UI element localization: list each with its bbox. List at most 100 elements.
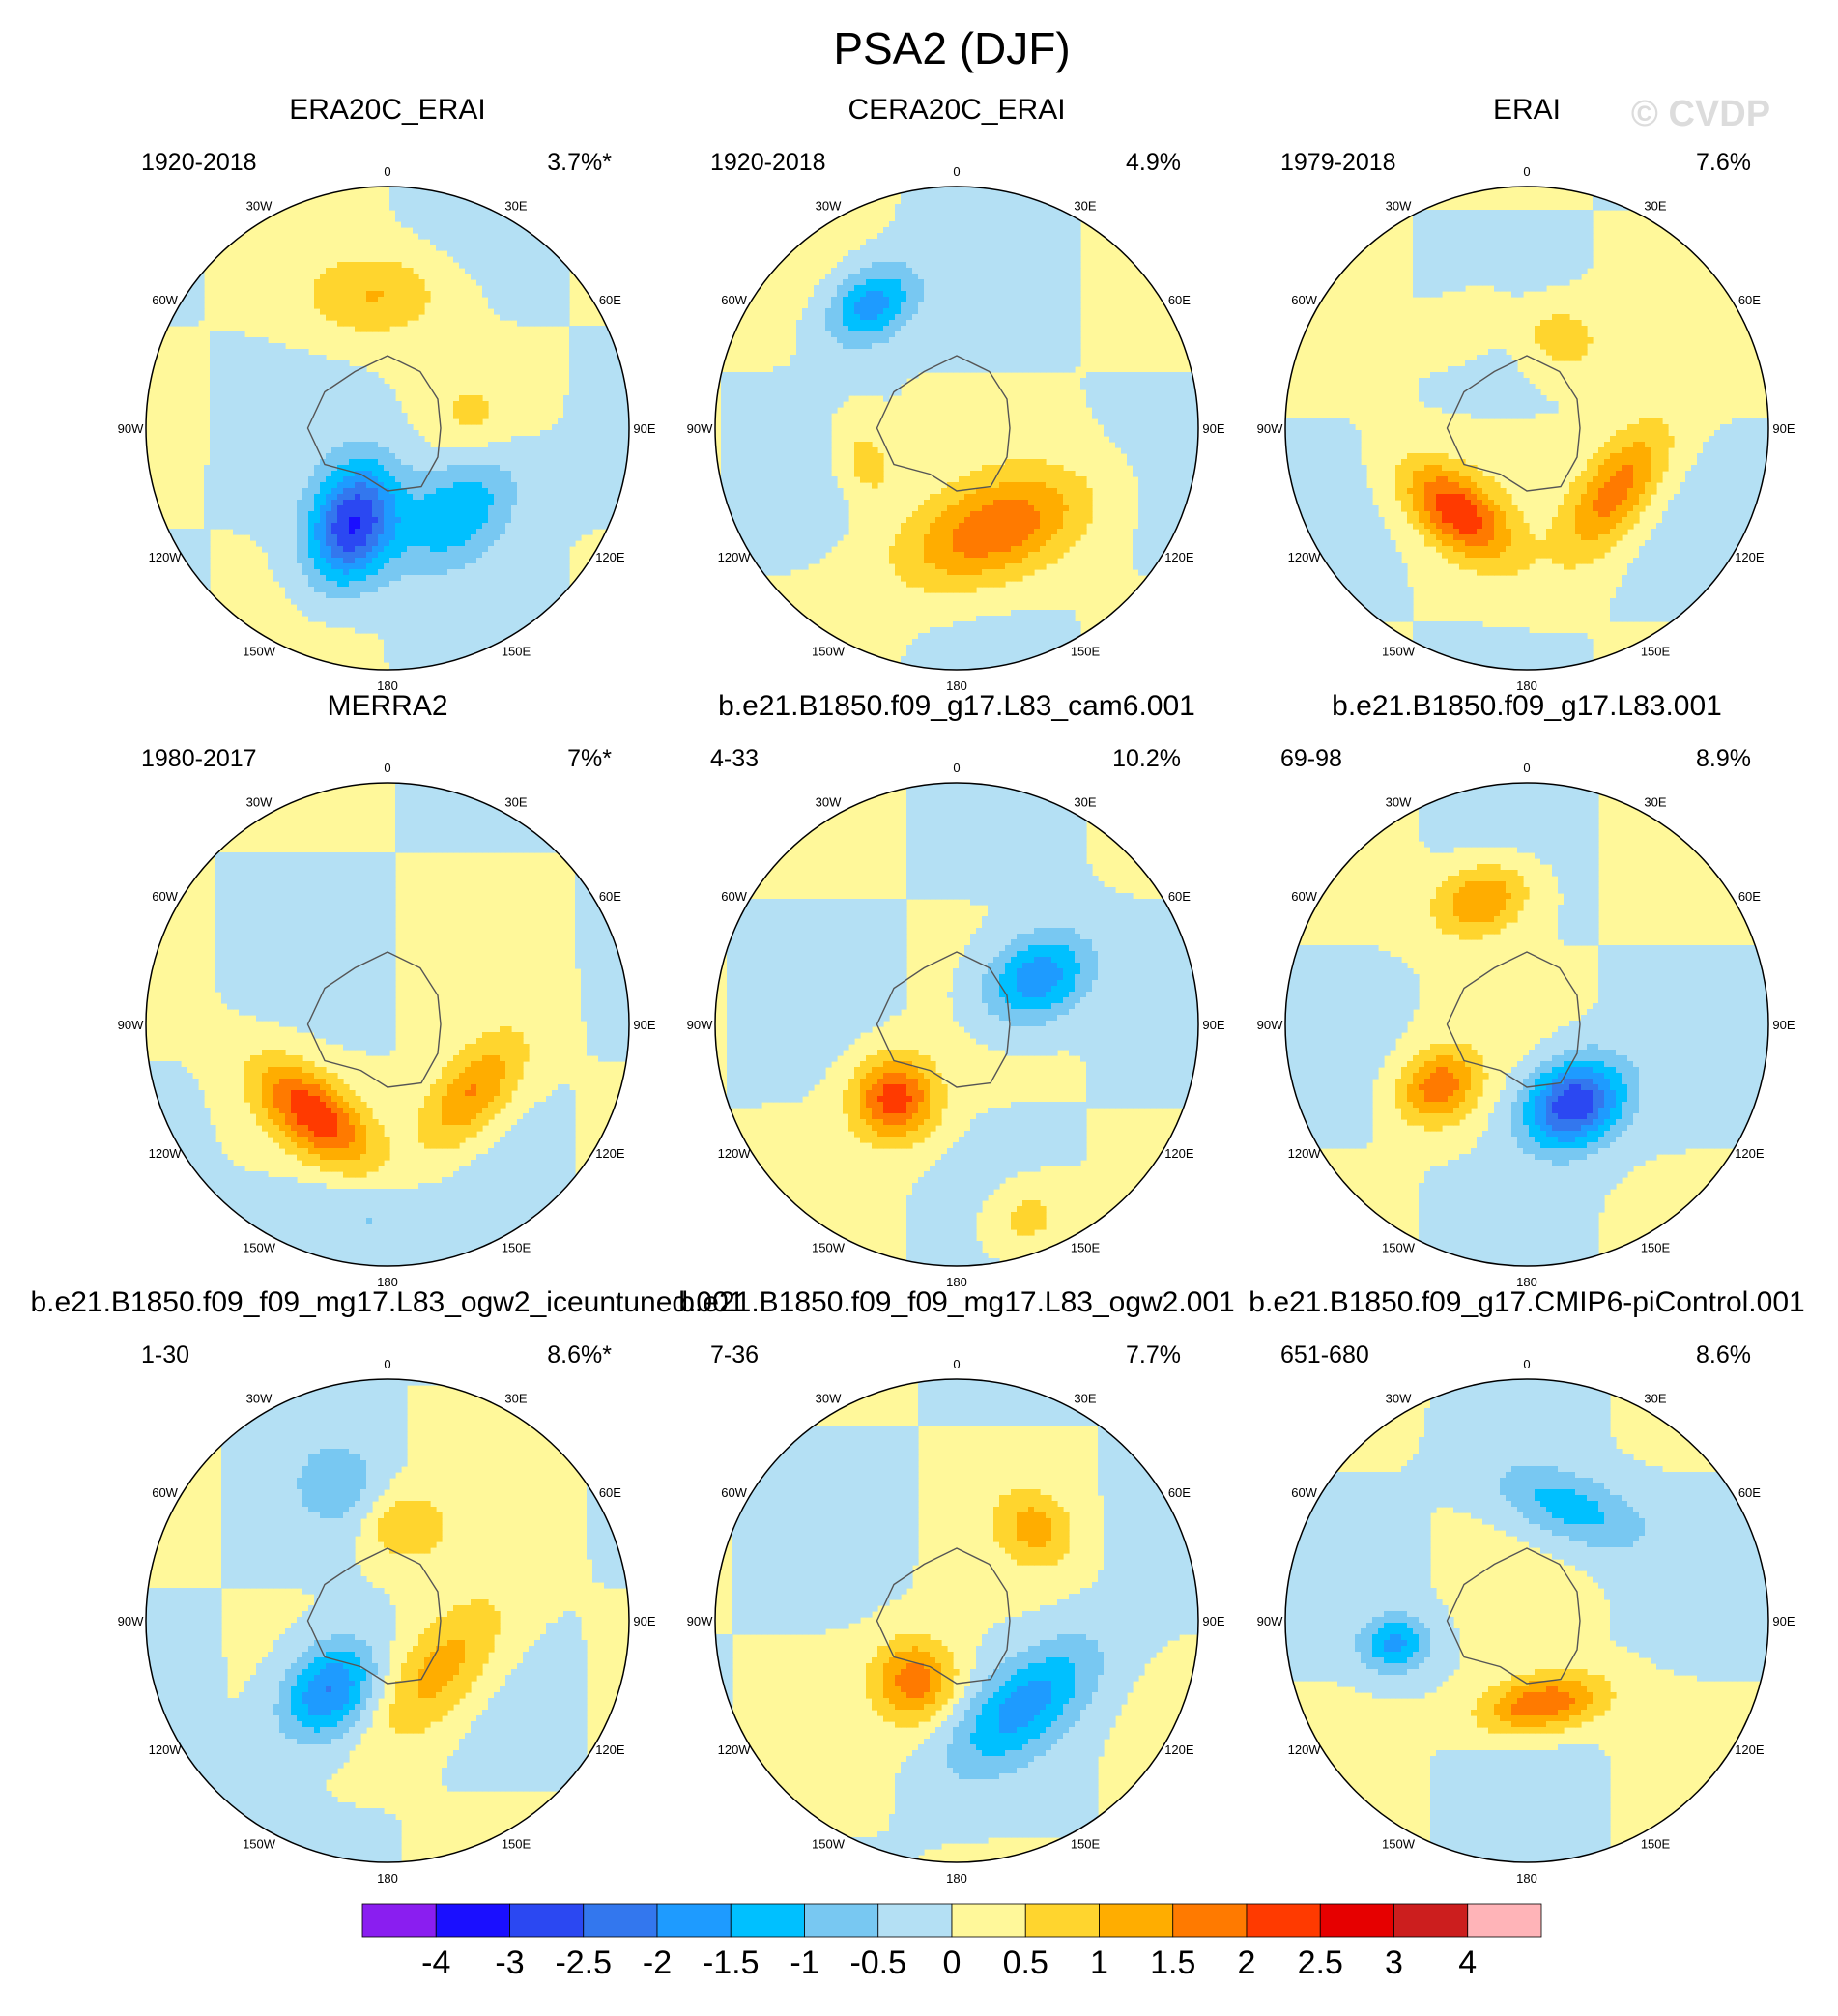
colorbar-label: 4 <box>1458 1944 1477 1981</box>
map-panel: ERA20C_ERAI 1920-2018 3.7%* 0 30E 60E 90E 120E 1… <box>118 94 656 693</box>
longitude-label: 150E <box>1071 1836 1101 1851</box>
coastline <box>306 1547 442 1685</box>
coastline <box>1446 951 1581 1088</box>
colorbar-label: 1 <box>1090 1944 1108 1981</box>
longitude-label: 30W <box>816 1392 842 1406</box>
colorbar-swatch <box>656 1903 732 1938</box>
longitude-label: 120W <box>1288 1146 1322 1161</box>
longitude-label: 60E <box>599 1485 621 1500</box>
colorbar-swatch <box>361 1903 437 1938</box>
colorbar-label: 0 <box>943 1944 962 1981</box>
panel-title: b.e21.B1850.f09_f09_mg17.L83_ogw2.001 <box>678 1286 1235 1318</box>
map-border <box>714 782 1199 1267</box>
longitude-label: 30E <box>504 199 527 214</box>
panel-years: 1920-2018 <box>710 149 826 176</box>
contour-field <box>1285 783 1768 1266</box>
colorbar-label: -0.5 <box>849 1944 906 1981</box>
longitude-label: 60W <box>152 1485 178 1500</box>
panel-years: 1979-2018 <box>1280 149 1396 176</box>
longitude-label: 150E <box>502 1240 531 1254</box>
colorbar-swatch <box>951 1903 1026 1938</box>
longitude-label: 90E <box>1202 421 1224 436</box>
longitude-label: 150E <box>1641 644 1671 658</box>
longitude-label: 90W <box>687 1018 713 1032</box>
colorbar-label: -1 <box>790 1944 818 1981</box>
panel-title: CERA20C_ERAI <box>847 94 1065 126</box>
longitude-label: 0 <box>1523 164 1530 179</box>
panel-title: b.e21.B1850.f09_g17.CMIP6-piControl.001 <box>1249 1286 1804 1318</box>
longitude-label: 150W <box>1382 1240 1416 1254</box>
coastline <box>306 951 442 1088</box>
longitude-label: 30W <box>1386 795 1412 810</box>
longitude-label: 30E <box>1074 199 1096 214</box>
colorbar-swatch <box>583 1903 658 1938</box>
longitude-label: 90W <box>1257 1614 1283 1628</box>
longitude-label: 60W <box>1291 889 1317 904</box>
longitude-label: 90W <box>1257 421 1283 436</box>
coastline <box>1446 355 1581 492</box>
colorbar-label: -2.5 <box>555 1944 612 1981</box>
longitude-label: 30W <box>816 795 842 810</box>
coastline <box>876 1547 1011 1685</box>
longitude-label: 120E <box>1164 550 1194 564</box>
colorbar-swatch <box>1246 1903 1321 1938</box>
longitude-label: 0 <box>1523 1357 1530 1371</box>
colorbar-swatch <box>1099 1903 1174 1938</box>
longitude-label: 90W <box>1257 1018 1283 1032</box>
longitude-label: 60W <box>1291 293 1317 307</box>
longitude-label: 120E <box>595 550 625 564</box>
longitude-label: 120W <box>149 1742 183 1757</box>
coastline <box>876 355 1011 492</box>
longitude-label: 120E <box>595 1146 625 1161</box>
longitude-label: 150E <box>1641 1836 1671 1851</box>
longitude-label: 90W <box>118 1614 144 1628</box>
longitude-label: 30E <box>504 795 527 810</box>
panel-years: 7-36 <box>710 1341 759 1368</box>
longitude-label: 0 <box>953 164 960 179</box>
longitude-label: 180 <box>1516 1275 1537 1289</box>
coastline <box>876 951 1011 1088</box>
longitude-label: 120E <box>1735 1742 1765 1757</box>
contour-field <box>715 1379 1198 1862</box>
colorbar-swatch <box>1393 1903 1469 1938</box>
map-border <box>714 186 1199 671</box>
panel-years: 651-680 <box>1280 1341 1369 1368</box>
colorbar-swatch <box>509 1903 585 1938</box>
longitude-label: 150W <box>243 644 276 658</box>
colorbar-swatch <box>1172 1903 1248 1938</box>
panel-title: b.e21.B1850.f09_g17.L83_cam6.001 <box>718 690 1195 722</box>
map-panel: b.e21.B1850.f09_f09_mg17.L83_ogw2.001 7-3… <box>678 1286 1235 1886</box>
longitude-label: 60E <box>1738 293 1761 307</box>
longitude-label: 30E <box>504 1392 527 1406</box>
panel-variance-pct: 7.6% <box>1696 149 1751 176</box>
colorbar-swatch <box>1467 1903 1542 1938</box>
longitude-label: 120E <box>1164 1742 1194 1757</box>
map-border <box>145 782 630 1267</box>
panel-variance-pct: 4.9% <box>1126 149 1181 176</box>
colorbar-swatch <box>804 1903 879 1938</box>
coastline <box>306 355 442 492</box>
longitude-label: 30W <box>246 199 273 214</box>
longitude-label: 150E <box>502 1836 531 1851</box>
panels-grid: ERA20C_ERAI 1920-2018 3.7%* 0 30E 60E 90E 120E 1… <box>31 94 1805 1886</box>
colorbar-label: 2 <box>1238 1944 1256 1981</box>
longitude-label: 60W <box>152 293 178 307</box>
longitude-label: 60W <box>721 1485 747 1500</box>
longitude-label: 180 <box>946 678 967 693</box>
longitude-label: 0 <box>1523 761 1530 775</box>
panel-years: 1-30 <box>141 1341 189 1368</box>
panel-years: 4-33 <box>710 745 759 772</box>
longitude-label: 120W <box>718 1146 752 1161</box>
longitude-label: 180 <box>946 1871 967 1886</box>
longitude-label: 150E <box>1071 1240 1101 1254</box>
longitude-label: 30E <box>1074 1392 1096 1406</box>
map-panel: b.e21.B1850.f09_g17.CMIP6-piControl.001 6… <box>1249 1286 1804 1886</box>
contour-field <box>146 187 629 670</box>
map-panel: b.e21.B1850.f09_g17.L83_cam6.001 4-33 10.2… <box>687 690 1225 1289</box>
longitude-label: 90W <box>687 421 713 436</box>
longitude-label: 180 <box>377 1275 398 1289</box>
longitude-label: 120W <box>149 550 183 564</box>
map-border <box>145 1378 630 1863</box>
longitude-label: 150W <box>243 1836 276 1851</box>
